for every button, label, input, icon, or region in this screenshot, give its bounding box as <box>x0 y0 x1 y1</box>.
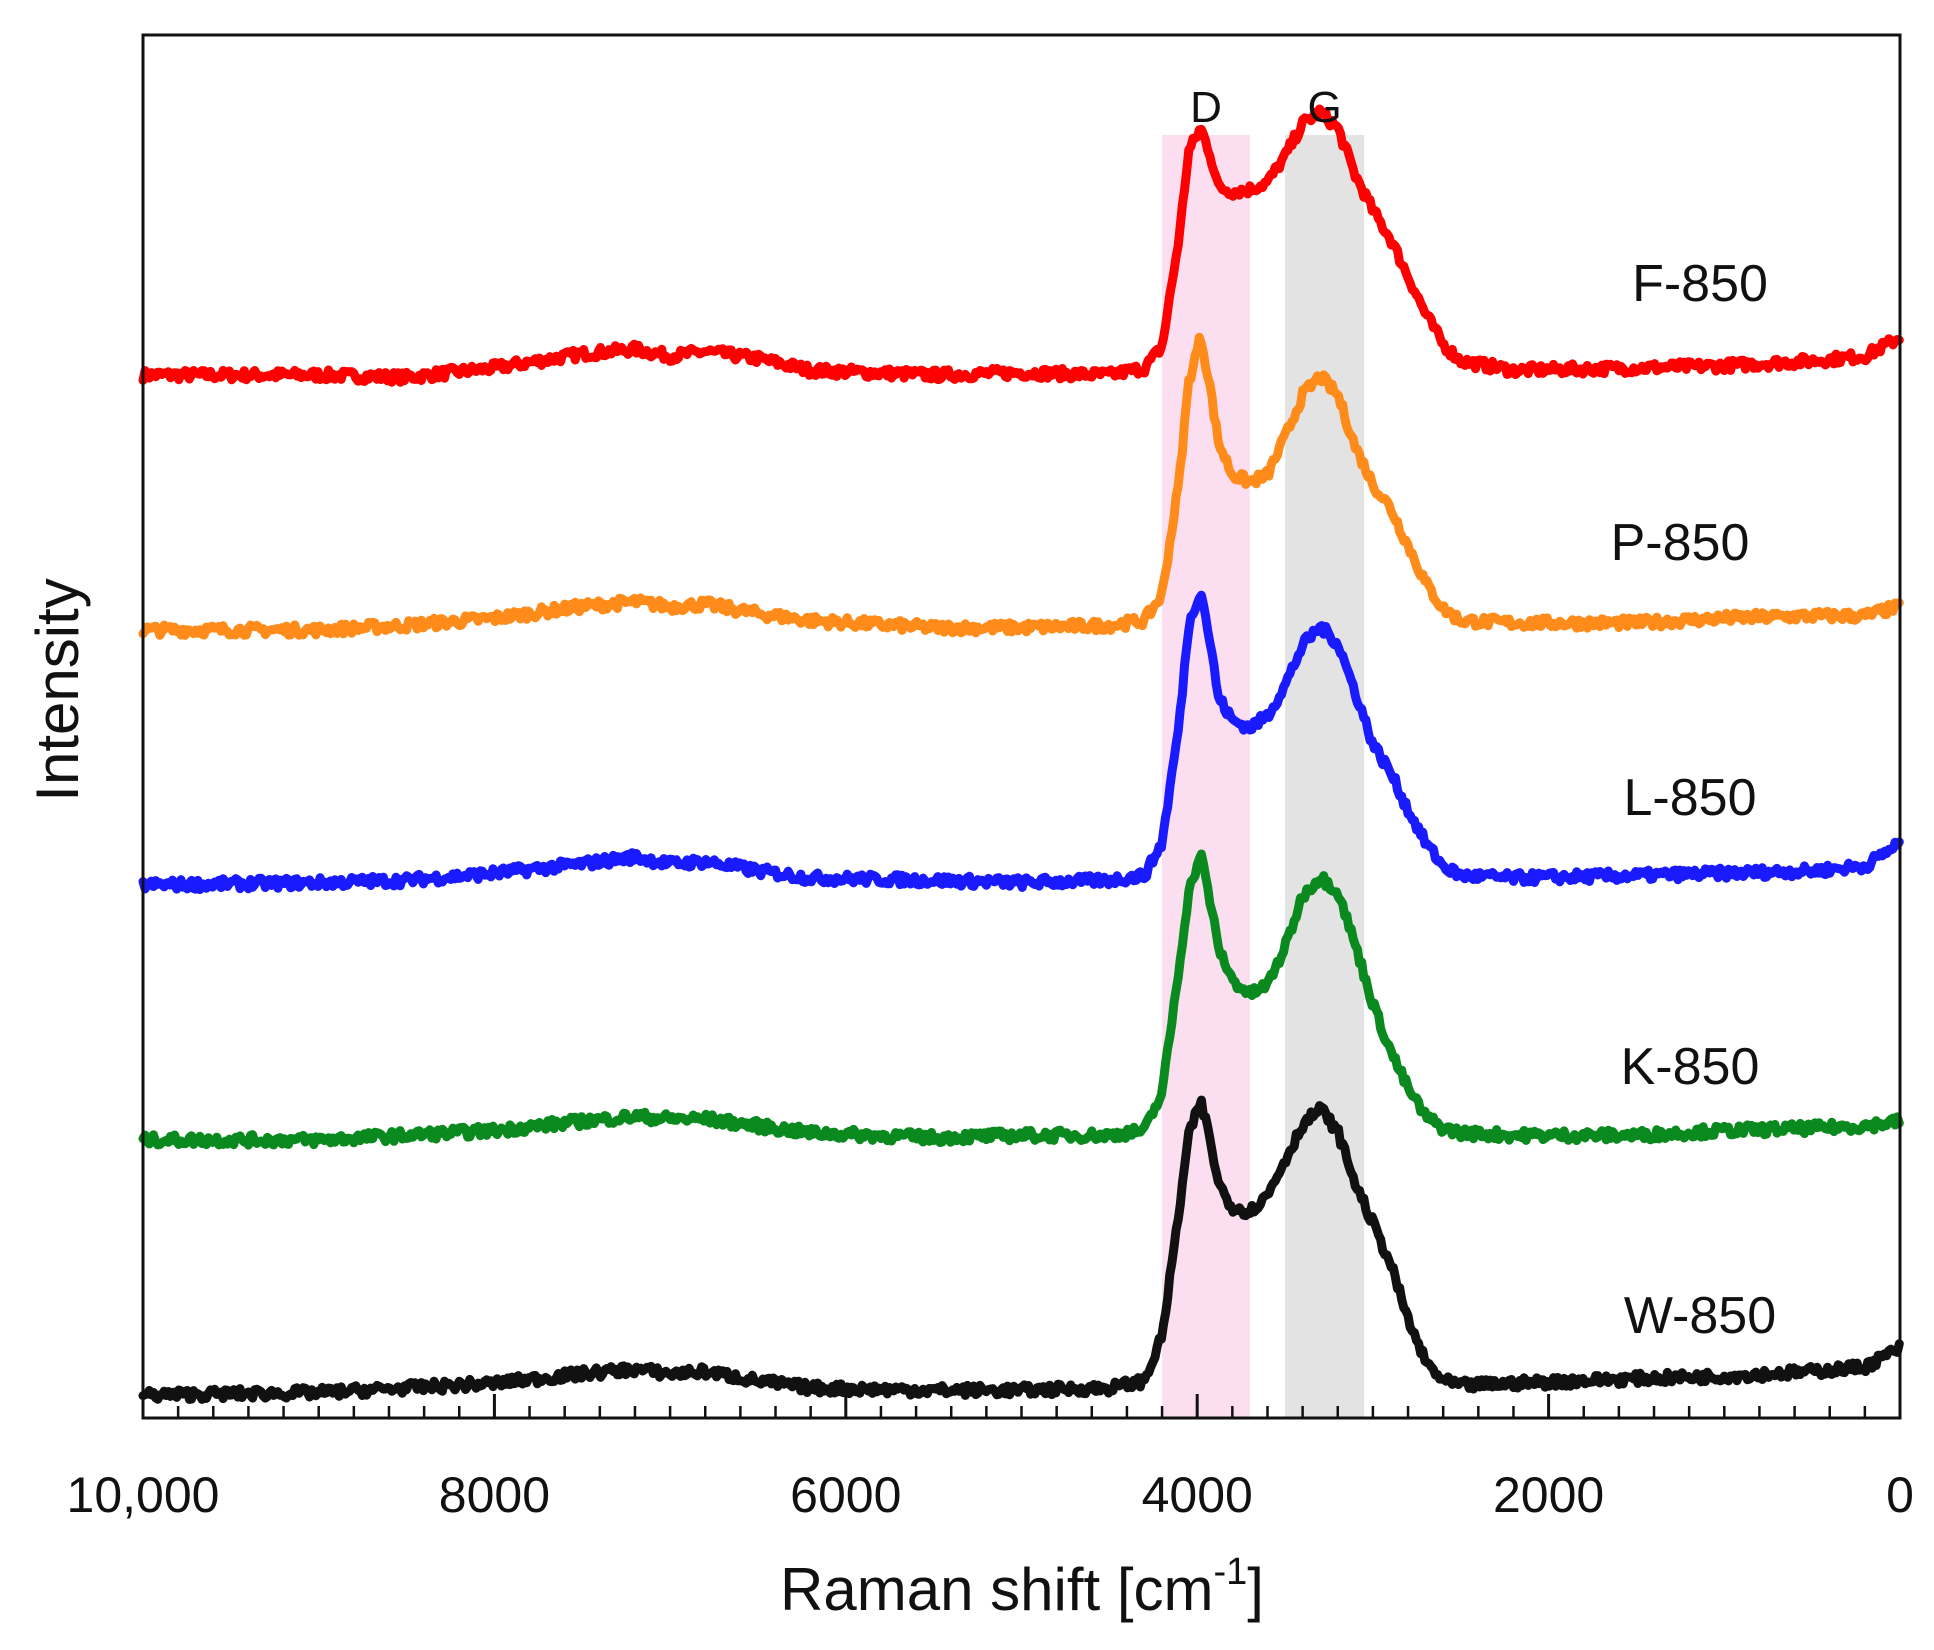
band-g <box>1285 135 1365 1418</box>
x-tick-label: 2000 <box>1493 1467 1604 1523</box>
series-label-p-850: P-850 <box>1611 514 1750 572</box>
series-line-k-850 <box>138 849 1904 1150</box>
series-line-p-850 <box>138 332 1904 640</box>
series-label-f-850: F-850 <box>1632 255 1768 313</box>
x-axis-title: Raman shift [cm-1] <box>780 1551 1264 1623</box>
labels-layer: D G F-850 P-850 L-850 K-850 W-850 10,000 8000 600… <box>67 83 1914 1523</box>
series-label-k-850: K-850 <box>1621 1038 1760 1096</box>
x-tick-label: 4000 <box>1142 1467 1253 1523</box>
band-label-d: D <box>1190 83 1222 132</box>
band-label-g: G <box>1307 83 1341 132</box>
series-line-w-850 <box>138 1095 1904 1404</box>
series-label-w-850: W-850 <box>1624 1287 1776 1345</box>
x-tick-label: 0 <box>1886 1467 1914 1523</box>
series-line-f-850 <box>138 104 1904 387</box>
x-tick-label: 8000 <box>439 1467 550 1523</box>
x-tick-label: 6000 <box>790 1467 901 1523</box>
series-layer <box>138 104 1904 1404</box>
plot-frame <box>141 33 1902 1420</box>
x-axis-title-superscript: -1 <box>1213 1551 1247 1593</box>
series-label-l-850: L-850 <box>1624 769 1757 827</box>
x-axis-title-close: ] <box>1247 1556 1264 1623</box>
x-axis-title-main: Raman shift [cm <box>780 1556 1213 1623</box>
x-tick-label: 10,000 <box>67 1467 220 1523</box>
bands-layer <box>1162 135 1365 1418</box>
y-axis-title: Intensity <box>24 578 91 801</box>
series-line-l-850 <box>138 590 1904 894</box>
axes-layer <box>141 33 1902 1420</box>
